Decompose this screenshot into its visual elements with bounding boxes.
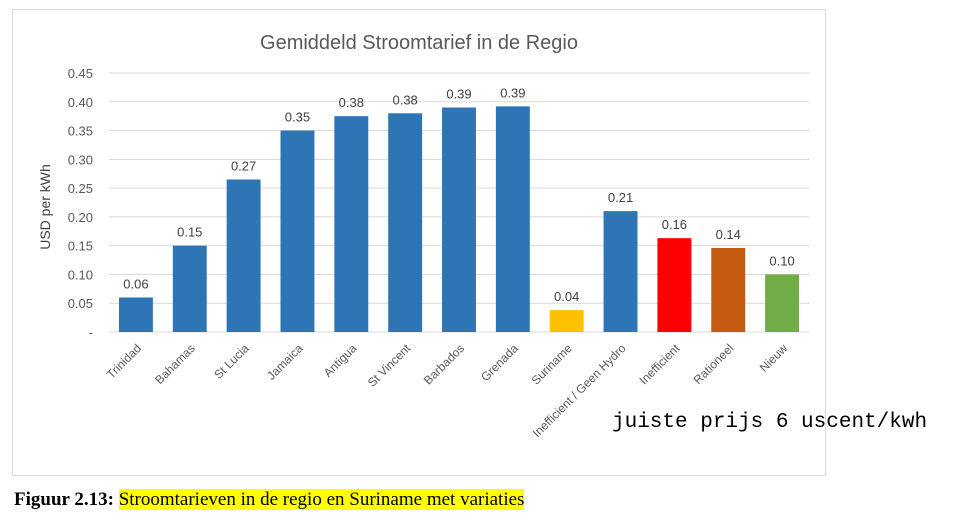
bar [226,179,261,332]
data-label: 0.06 [123,276,148,291]
caption-text: Stroomtarieven in de regio en Suriname m… [118,489,525,510]
bar [549,310,584,332]
chart-title: Gemiddeld Stroomtarief in de Regio [260,32,578,54]
data-label: 0.27 [231,158,256,173]
data-label: 0.10 [769,253,794,268]
figure-caption: Figuur 2.13: Stroomtarieven in de regio … [14,489,525,511]
x-tick-label: Inefficient [636,341,683,388]
x-tick-label: Bahamas [152,341,198,387]
data-label: 0.38 [392,92,417,107]
bar [711,247,746,332]
bars [118,106,800,333]
y-tick-label: 0.05 [68,296,93,311]
data-label: 0.39 [500,85,525,100]
bar [442,107,476,333]
x-tick-label: Nieuw [757,341,791,375]
bar [657,238,692,332]
data-label: 0.38 [339,95,364,110]
y-tick-label: 0.25 [68,181,93,196]
data-label: 0.04 [554,289,579,304]
y-tick-label: - [89,325,93,340]
x-tick-label: St Lucia [211,341,252,382]
bar [765,274,800,332]
x-tick-label: Suriname [529,341,575,387]
bar [603,211,638,332]
y-tick-label: 0.30 [68,152,93,167]
data-label: 0.15 [177,225,202,240]
bar [280,130,315,332]
bar [495,106,530,332]
bar [118,297,153,332]
x-tick-label: Rationeel [691,341,737,387]
x-tick-label: Trinidad [104,341,144,381]
x-tick-label: Jamaica [264,341,306,383]
y-axis-ticks: - 0.05 0.10 0.15 0.20 0.25 0.30 0.35 0.40 0.45 [68,66,93,340]
data-labels: 0.06 0.15 0.27 0.35 0.38 0.38 0.39 0.39 0.04 0.21… [123,85,794,304]
data-label: 0.14 [716,227,741,242]
x-tick-label: St Vincent [365,341,414,390]
y-axis-label: USD per kWh [37,164,53,250]
y-tick-label: 0.35 [68,124,93,139]
x-tick-label: Antigua [321,341,360,380]
y-tick-label: 0.15 [68,239,93,254]
y-tick-label: 0.40 [68,95,93,110]
x-tick-label: Barbados [421,341,467,387]
chart-frame: Gemiddeld Stroomtarief in de Regio USD p… [12,9,826,476]
bar [172,245,207,332]
bar [388,113,423,333]
data-label: 0.16 [662,217,687,232]
caption-label: Figuur 2.13: [14,489,114,510]
data-label: 0.21 [608,190,633,205]
bar-chart: Gemiddeld Stroomtarief in de Regio USD p… [37,32,809,440]
x-tick-label: Grenada [478,341,521,384]
y-tick-label: 0.45 [68,66,93,81]
annotation-text: juiste prijs 6 uscent/kwh [612,411,928,434]
data-label: 0.35 [285,110,310,125]
y-tick-label: 0.10 [68,267,93,282]
data-label: 0.39 [446,87,471,102]
bar [334,116,369,333]
y-tick-label: 0.20 [68,210,93,225]
